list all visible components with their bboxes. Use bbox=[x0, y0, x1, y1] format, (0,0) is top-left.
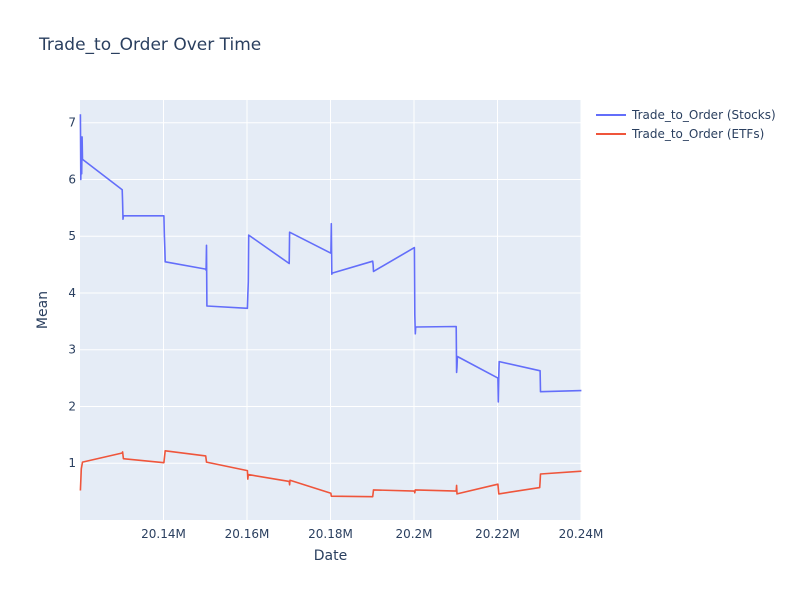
x-tick-label: 20.18M bbox=[308, 527, 353, 541]
y-tick-label: 4 bbox=[68, 286, 76, 300]
x-axis-title: Date bbox=[314, 548, 347, 564]
legend-label: Trade_to_Order (ETFs) bbox=[631, 127, 764, 141]
y-axis-title: Mean bbox=[35, 291, 51, 329]
y-tick-label: 1 bbox=[68, 456, 76, 470]
series-line bbox=[79, 114, 582, 403]
x-tick-label: 20.14M bbox=[141, 527, 186, 541]
legend-item[interactable]: Trade_to_Order (ETFs) bbox=[596, 127, 764, 141]
series-lines bbox=[79, 114, 582, 498]
legend-item[interactable]: Trade_to_Order (Stocks) bbox=[596, 108, 776, 122]
x-tick-label: 20.2M bbox=[395, 527, 432, 541]
x-tick-label: 20.24M bbox=[559, 527, 604, 541]
series-line bbox=[79, 449, 582, 498]
x-tick-label: 20.22M bbox=[475, 527, 520, 541]
y-tick-label: 7 bbox=[68, 116, 76, 130]
x-tick-label: 20.16M bbox=[225, 527, 270, 541]
y-tick-label: 5 bbox=[68, 229, 76, 243]
legend-label: Trade_to_Order (Stocks) bbox=[631, 108, 776, 122]
chart-title: Trade_to_Order Over Time bbox=[38, 35, 261, 55]
y-tick-label: 6 bbox=[68, 172, 76, 186]
y-tick-label: 2 bbox=[68, 399, 76, 413]
y-tick-label: 3 bbox=[68, 343, 76, 357]
y-axis-ticks: 1 2 3 4 5 6 7 bbox=[68, 116, 76, 471]
x-axis-ticks: 20.14M 20.16M 20.18M 20.2M 20.22M 20.24M bbox=[141, 527, 603, 541]
legend[interactable]: Trade_to_Order (Stocks) Trade_to_Order (E… bbox=[596, 108, 776, 141]
